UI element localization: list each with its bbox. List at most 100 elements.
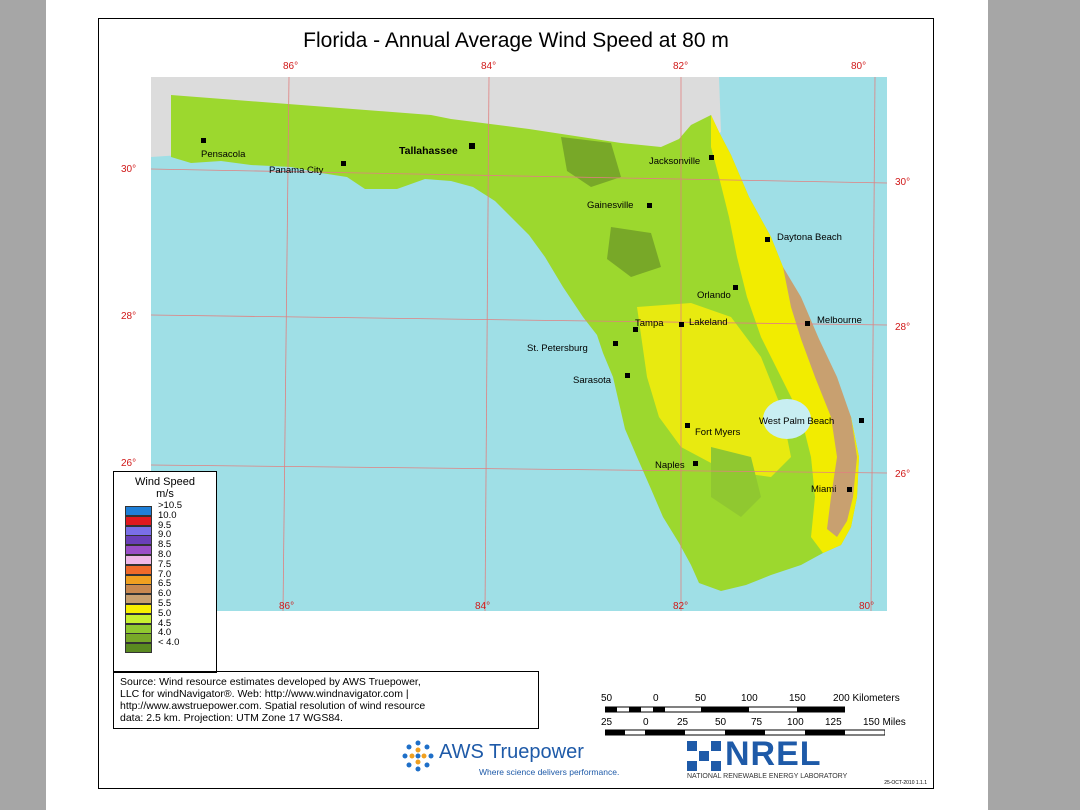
km-scale-label-0: 50 — [601, 693, 613, 704]
legend-swatch-label: 8.5 — [158, 539, 172, 551]
km-scale-label-2: 50 — [695, 693, 707, 704]
right-lat-label-28: 28° — [895, 322, 911, 333]
city-label-pensacola: Pensacola — [201, 149, 246, 160]
legend-units: m/s — [156, 488, 174, 500]
city-label-jacksonville: Jacksonville — [649, 156, 701, 167]
florida-map — [151, 77, 887, 611]
wind-speed-legend: Wind Speed m/s >10.5 10.0 9.5 9.0 8.5 8.0 7.5 7… — [113, 471, 217, 673]
mi-scale-label-2: 25 — [677, 717, 689, 728]
legend-swatch-label: 5.5 — [158, 598, 172, 609]
legend-swatch-label: 8.0 — [158, 549, 172, 560]
legend-swatch-label: < 4.0 — [158, 637, 180, 649]
map-frame: Florida - Annual Average Wind Speed at 8… — [98, 18, 934, 789]
aws-dots-logo-icon — [402, 740, 434, 772]
right-lat-label-30: 30° — [895, 177, 911, 188]
city-label-daytona-beach: Daytona Beach — [777, 232, 842, 243]
city-label-sarasota: Sarasota — [573, 375, 612, 386]
city-label-lakeland: Lakeland — [689, 317, 728, 328]
city-label-west-palm-beach: West Palm Beach — [759, 416, 835, 427]
legend-swatch-label: 4.5 — [158, 617, 172, 629]
legend-swatch — [125, 633, 152, 644]
green-patch-north — [561, 137, 621, 187]
mi-scale-bar — [605, 729, 885, 736]
legend-swatch-label: 6.5 — [158, 578, 172, 590]
legend-swatch — [125, 594, 152, 605]
top-lon-label-82: 82° — [673, 61, 689, 72]
city-label-gainesville: Gainesville — [587, 200, 634, 211]
mi-scale-label-5: 100 — [787, 717, 804, 728]
city-label-tallahassee: Tallahassee — [399, 145, 458, 157]
legend-swatch — [125, 545, 152, 556]
mi-scale-label-3: 50 — [715, 717, 727, 728]
left-lat-label-28: 28° — [121, 311, 137, 322]
left-lat-label-26: 26° — [121, 458, 137, 469]
left-lat-label-30: 30° — [121, 164, 137, 175]
legend-swatch-label: 10.0 — [158, 509, 177, 521]
aws-logo-name: AWS Truepower — [439, 741, 584, 763]
mi-scale-label-0: 25 — [601, 717, 613, 728]
km-scale-label-5: 200 Kilometers — [833, 693, 900, 704]
legend-swatch-label: 9.0 — [158, 529, 172, 541]
mi-scale-label-7: 150 Miles — [863, 717, 906, 728]
city-label-fort-myers: Fort Myers — [695, 427, 741, 438]
city-label-st-petersburg: St. Petersburg — [527, 343, 588, 354]
km-scale-label-1: 0 — [653, 693, 659, 704]
legend-swatch — [125, 555, 152, 565]
source-line-3: http://www.awstruepower.com. Spatial res… — [120, 700, 426, 712]
source-line-1: Source: Wind resource estimates develope… — [120, 676, 421, 688]
graticule — [151, 77, 887, 611]
legend-swatch-label: >10.5 — [158, 500, 183, 511]
legend-swatch-label: 6.0 — [158, 588, 172, 600]
legend-swatch — [125, 564, 152, 575]
legend-swatch — [125, 515, 152, 526]
legend-swatch — [125, 535, 152, 546]
legend-swatch-label: 9.5 — [158, 519, 172, 531]
legend-swatch — [125, 506, 152, 516]
legend-swatch — [125, 623, 152, 634]
legend-title: Wind Speed — [135, 476, 195, 488]
source-line-2: LLC for windNavigator®. Web: http://www.… — [120, 688, 409, 700]
bottom-lon-label-82: 82° — [673, 601, 689, 612]
right-lat-label-26: 26° — [895, 469, 911, 480]
legend-swatch-label: 5.0 — [158, 607, 172, 619]
city-label-miami: Miami — [811, 484, 837, 495]
mi-scale-label-1: 0 — [643, 717, 649, 728]
legend-swatch — [125, 643, 152, 654]
nrel-logo-name: NREL — [725, 735, 822, 773]
nrel-logo-tagline: NATIONAL RENEWABLE ENERGY LABORATORY — [687, 773, 848, 780]
source-attribution: Source: Wind resource estimates develope… — [113, 671, 539, 729]
legend-swatch — [125, 613, 152, 624]
km-scale-bar — [605, 706, 845, 713]
nrel-logo-icon — [687, 741, 721, 771]
legend-swatch — [125, 604, 152, 614]
map-title: Florida - Annual Average Wind Speed at 8… — [303, 29, 729, 52]
coastal-brown-strip — [783, 267, 857, 537]
green-patch-central — [607, 227, 661, 277]
legend-swatch-label: 7.0 — [158, 568, 172, 580]
legend-swatch — [125, 584, 152, 595]
lake-okeechobee — [763, 399, 811, 439]
source-line-4: data: 2.5 km. Projection: UTM Zone 17 WG… — [120, 712, 343, 724]
east-coast-band — [711, 115, 859, 553]
scale-bars: 50 0 50 100 150 200 Kilometers 25 0 25 5… — [599, 691, 929, 751]
legend-swatch — [125, 525, 152, 536]
legend-swatch-label: 4.0 — [158, 627, 172, 639]
mi-scale-label-6: 125 — [825, 717, 842, 728]
legend-swatch-label: 7.5 — [158, 558, 172, 570]
logos-area: AWS Truepower Where science delivers per… — [399, 735, 929, 787]
city-label-naples: Naples — [655, 460, 685, 471]
central-yellow-area — [637, 303, 791, 477]
km-scale-label-3: 100 — [741, 693, 758, 704]
bottom-lon-label-86: 86° — [279, 601, 295, 612]
bottom-lon-label-80: 80° — [859, 601, 875, 612]
date-code: 25-OCT-2010 1.1.1 — [884, 780, 927, 786]
green-patch-south — [711, 447, 761, 517]
city-label-orlando: Orlando — [697, 290, 731, 301]
city-label-panama-city: Panama City — [269, 165, 324, 176]
top-lon-label-80: 80° — [851, 61, 867, 72]
florida-land — [171, 95, 859, 591]
legend-swatch — [125, 574, 152, 585]
top-lon-label-84: 84° — [481, 61, 497, 72]
km-scale-label-4: 150 — [789, 693, 806, 704]
top-lon-label-86: 86° — [283, 61, 299, 72]
